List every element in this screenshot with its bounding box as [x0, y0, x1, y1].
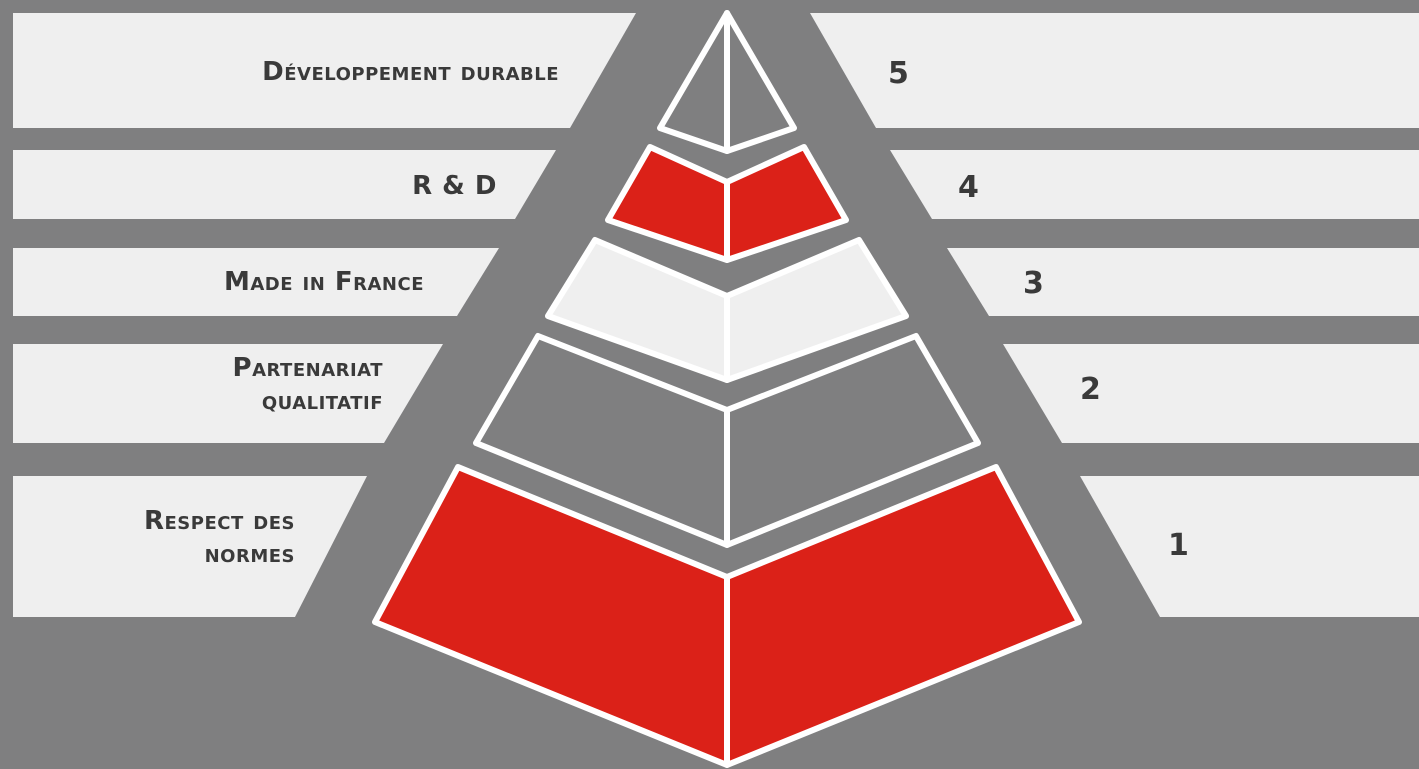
right-band-4	[890, 150, 1419, 219]
left-band-3	[13, 248, 499, 316]
label-level-5: Développement durable	[262, 57, 559, 87]
label-level-4: R & D	[412, 171, 497, 201]
tier-5-right-face	[724, 10, 797, 154]
left-band-2	[13, 344, 443, 443]
left-band-4	[13, 150, 556, 219]
label-level-3: Made in France	[223, 267, 424, 297]
tier-5-left-face	[657, 10, 730, 154]
number-level-4: 4	[958, 170, 979, 205]
tier-2-right-face	[724, 333, 981, 548]
right-band-3	[947, 248, 1419, 316]
tier-4-right-face	[724, 144, 849, 263]
right-band-5	[810, 13, 1419, 128]
number-level-2: 2	[1080, 372, 1101, 407]
left-band-5	[13, 13, 636, 128]
label-level-2: Partenariat qualitatif	[232, 353, 383, 416]
tier-4-left-face	[605, 144, 730, 263]
left-band-1	[13, 476, 367, 617]
tier-1-right-face	[724, 464, 1082, 768]
number-level-1: 1	[1168, 528, 1189, 563]
right-band-2	[1003, 344, 1419, 443]
right-band-1	[1080, 476, 1419, 617]
tier-3-right-face	[724, 237, 909, 383]
label-level-1: Respect des normes	[143, 506, 295, 569]
number-level-3: 3	[1023, 266, 1044, 301]
number-level-5: 5	[888, 56, 909, 91]
